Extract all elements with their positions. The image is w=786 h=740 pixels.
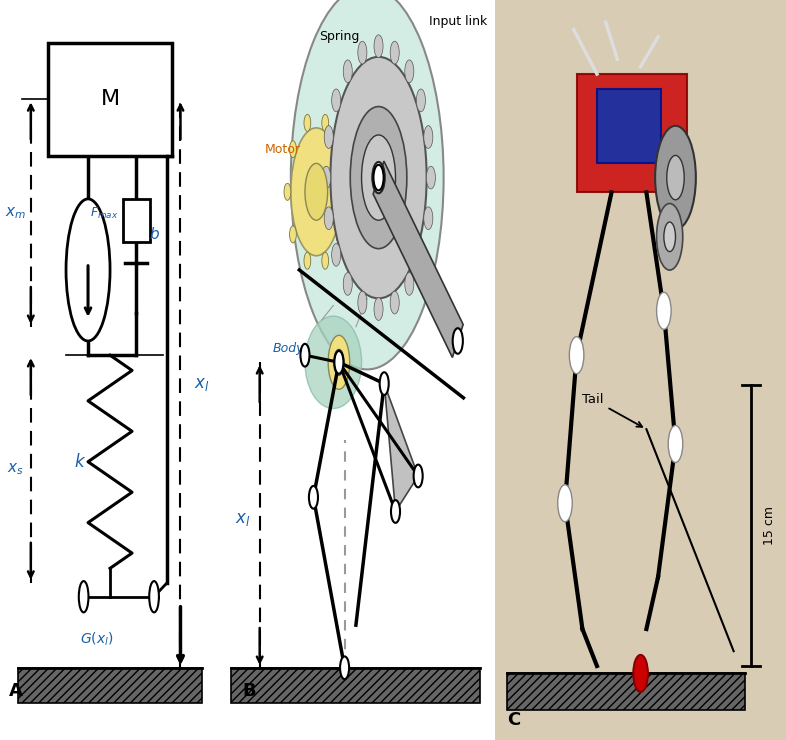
Text: $F_{max}$: $F_{max}$	[90, 206, 119, 221]
Circle shape	[300, 344, 310, 366]
Circle shape	[342, 184, 348, 201]
Circle shape	[324, 126, 333, 148]
Text: $x_m$: $x_m$	[5, 205, 26, 221]
Circle shape	[405, 60, 414, 83]
Polygon shape	[384, 383, 418, 511]
Circle shape	[426, 166, 435, 189]
Circle shape	[79, 581, 89, 613]
Circle shape	[358, 41, 367, 64]
Circle shape	[291, 0, 443, 369]
Circle shape	[330, 57, 427, 298]
Circle shape	[667, 155, 684, 200]
Circle shape	[289, 141, 296, 158]
Circle shape	[417, 89, 425, 112]
Text: C: C	[507, 711, 520, 729]
Bar	[597, 89, 661, 163]
Bar	[231, 667, 480, 703]
Bar	[123, 199, 149, 241]
Circle shape	[321, 166, 331, 189]
Circle shape	[424, 207, 433, 229]
Text: $x_l$: $x_l$	[193, 374, 209, 393]
Circle shape	[405, 272, 414, 295]
Circle shape	[358, 292, 367, 314]
Circle shape	[334, 351, 343, 374]
Text: k: k	[75, 453, 84, 471]
Text: Spring: Spring	[319, 30, 359, 43]
Circle shape	[336, 141, 343, 158]
Circle shape	[380, 372, 389, 395]
Circle shape	[668, 425, 683, 462]
Text: A: A	[9, 682, 23, 700]
Circle shape	[329, 335, 350, 389]
Ellipse shape	[305, 316, 362, 408]
Circle shape	[656, 292, 671, 329]
Circle shape	[66, 199, 110, 341]
Circle shape	[351, 107, 407, 249]
Circle shape	[569, 337, 584, 374]
Circle shape	[284, 184, 291, 201]
Text: 15 cm: 15 cm	[762, 506, 776, 545]
Text: Body: Body	[272, 342, 303, 354]
Text: $x_s$: $x_s$	[7, 461, 24, 477]
Circle shape	[453, 329, 463, 354]
Circle shape	[343, 272, 352, 295]
Text: Input link: Input link	[428, 16, 487, 28]
Circle shape	[417, 243, 425, 266]
Circle shape	[664, 222, 675, 252]
Circle shape	[304, 115, 310, 132]
Circle shape	[321, 252, 329, 269]
Bar	[49, 43, 171, 156]
Circle shape	[334, 349, 344, 375]
Circle shape	[343, 60, 352, 83]
Circle shape	[374, 297, 383, 320]
Bar	[17, 667, 203, 703]
Polygon shape	[373, 161, 463, 357]
Circle shape	[373, 162, 385, 193]
Circle shape	[655, 126, 696, 229]
Circle shape	[336, 226, 343, 243]
Text: $x_l$: $x_l$	[235, 510, 251, 528]
Circle shape	[373, 165, 384, 190]
Text: $G(x_l)$: $G(x_l)$	[80, 630, 114, 648]
Circle shape	[424, 126, 433, 148]
Circle shape	[634, 655, 648, 692]
Circle shape	[304, 252, 310, 269]
Circle shape	[149, 581, 159, 613]
Circle shape	[413, 465, 423, 488]
Circle shape	[324, 207, 333, 229]
Text: M: M	[101, 90, 119, 110]
Circle shape	[291, 128, 342, 256]
Circle shape	[656, 204, 683, 270]
Circle shape	[305, 164, 328, 221]
Circle shape	[340, 656, 349, 679]
Text: B: B	[243, 682, 256, 700]
Text: Tail: Tail	[582, 393, 642, 427]
Circle shape	[321, 115, 329, 132]
Circle shape	[558, 485, 572, 522]
Circle shape	[362, 135, 395, 221]
Circle shape	[374, 35, 383, 58]
Circle shape	[390, 41, 399, 64]
Circle shape	[391, 500, 400, 523]
Bar	[577, 74, 687, 192]
Circle shape	[289, 226, 296, 243]
Circle shape	[332, 89, 340, 112]
Text: b: b	[149, 227, 160, 242]
Circle shape	[332, 243, 340, 266]
Circle shape	[390, 292, 399, 314]
Text: Motor: Motor	[264, 143, 300, 155]
Circle shape	[309, 486, 318, 508]
Bar	[507, 673, 745, 710]
